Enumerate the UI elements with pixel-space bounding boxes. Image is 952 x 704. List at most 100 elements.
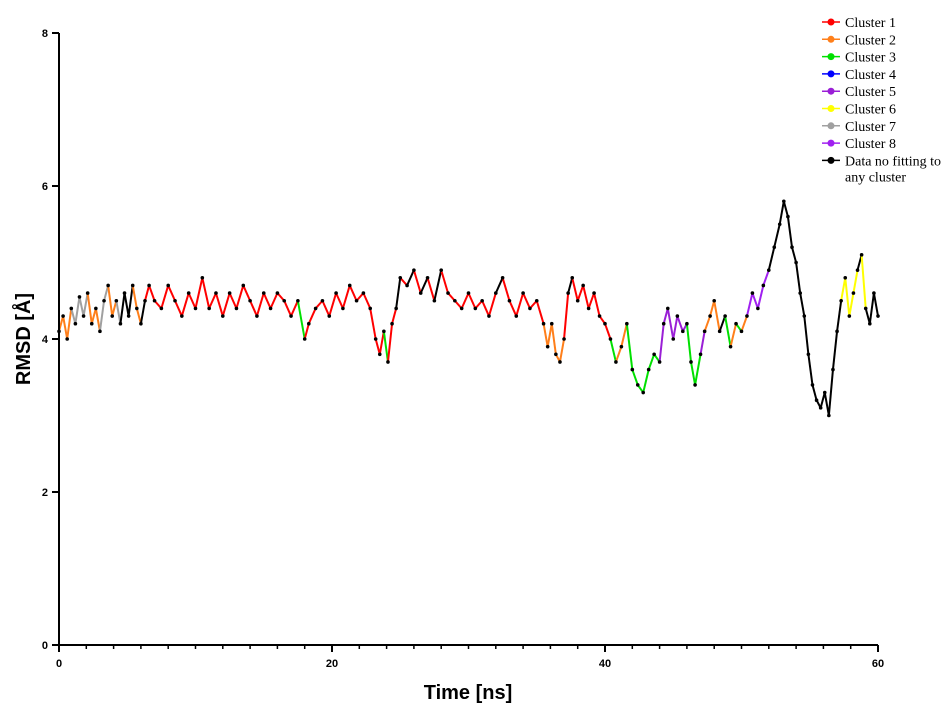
data-point bbox=[143, 298, 147, 303]
data-point bbox=[261, 291, 266, 295]
data-segment bbox=[255, 292, 265, 317]
data-segment bbox=[386, 323, 394, 363]
data-segment bbox=[546, 323, 553, 347]
data-segment bbox=[535, 300, 545, 324]
data-segment bbox=[78, 296, 85, 317]
data-segment bbox=[481, 300, 490, 317]
data-segment bbox=[335, 292, 344, 309]
data-point bbox=[73, 321, 78, 326]
data-segment bbox=[406, 269, 415, 286]
data-point bbox=[790, 245, 794, 249]
data-segment bbox=[778, 201, 785, 225]
data-segment bbox=[740, 315, 748, 332]
data-segment bbox=[494, 277, 504, 294]
data-segment bbox=[62, 315, 69, 340]
data-segment bbox=[666, 308, 675, 340]
data-point bbox=[186, 291, 191, 295]
data-segment bbox=[103, 285, 110, 302]
data-point bbox=[341, 306, 345, 311]
data-segment bbox=[139, 300, 146, 324]
data-point bbox=[708, 314, 712, 318]
data-point bbox=[549, 321, 554, 326]
data-segment bbox=[522, 292, 531, 309]
data-segment bbox=[187, 292, 197, 309]
data-point bbox=[698, 352, 703, 357]
legend-item: Cluster 5 bbox=[822, 85, 896, 100]
data-segment bbox=[852, 269, 859, 294]
legend-marker bbox=[827, 139, 835, 147]
data-segment bbox=[811, 384, 818, 401]
data-segment bbox=[467, 292, 477, 309]
data-segment bbox=[508, 300, 518, 317]
data-point bbox=[863, 306, 868, 311]
data-point bbox=[689, 360, 693, 364]
plot-area bbox=[57, 199, 880, 418]
data-segment bbox=[729, 323, 738, 347]
legend-label: Cluster 8 bbox=[845, 137, 896, 152]
data-point bbox=[126, 314, 131, 318]
data-segment bbox=[180, 292, 190, 317]
legend-item: Cluster 7 bbox=[822, 120, 896, 135]
data-point bbox=[81, 314, 86, 318]
data-segment bbox=[844, 277, 851, 317]
data-point bbox=[282, 298, 287, 303]
data-segment bbox=[307, 307, 317, 325]
data-segment bbox=[201, 277, 211, 309]
data-point bbox=[728, 344, 733, 349]
data-segment bbox=[782, 201, 789, 217]
y-tick-label: 4 bbox=[42, 334, 49, 346]
data-segment bbox=[872, 292, 879, 317]
legend-item: Cluster 1 bbox=[822, 16, 896, 31]
data-point bbox=[750, 291, 755, 295]
data-point bbox=[487, 314, 491, 318]
data-point bbox=[180, 314, 184, 318]
data-point bbox=[439, 268, 444, 272]
data-point bbox=[859, 253, 864, 257]
data-segment bbox=[321, 300, 331, 317]
data-segment bbox=[676, 315, 684, 332]
data-point bbox=[534, 298, 539, 303]
x-tick-label: 60 bbox=[872, 658, 884, 670]
legend-item: Cluster 4 bbox=[822, 68, 896, 83]
data-segment bbox=[724, 315, 732, 347]
data-segment bbox=[382, 331, 389, 363]
legend-label: Cluster 7 bbox=[845, 120, 896, 135]
data-segment bbox=[694, 354, 702, 386]
data-point bbox=[122, 291, 127, 295]
data-point bbox=[227, 291, 232, 295]
legend-item: Cluster 2 bbox=[822, 33, 896, 48]
data-segment bbox=[419, 277, 429, 294]
legend-label: Cluster 5 bbox=[845, 85, 896, 100]
data-point bbox=[89, 321, 94, 326]
data-segment bbox=[98, 300, 106, 332]
data-segment bbox=[571, 277, 579, 301]
x-tick-label: 0 bbox=[56, 658, 62, 670]
data-point bbox=[386, 360, 390, 364]
data-point bbox=[756, 306, 760, 311]
data-point bbox=[646, 367, 651, 372]
legend-label: Cluster 4 bbox=[845, 68, 896, 83]
data-segment bbox=[860, 254, 867, 309]
data-point bbox=[327, 314, 332, 318]
data-point bbox=[147, 283, 151, 288]
data-point bbox=[306, 321, 311, 326]
x-tick-label: 40 bbox=[599, 658, 611, 670]
data-point bbox=[839, 298, 843, 303]
data-point bbox=[675, 314, 680, 318]
data-point bbox=[717, 329, 722, 334]
data-segment bbox=[242, 285, 252, 302]
data-segment bbox=[827, 369, 834, 416]
y-tick-label: 2 bbox=[42, 487, 48, 499]
legend-label: Cluster 1 bbox=[845, 16, 896, 31]
data-segment bbox=[795, 262, 802, 294]
data-segment bbox=[831, 331, 839, 370]
data-point bbox=[635, 383, 640, 387]
data-point bbox=[693, 383, 697, 387]
data-segment bbox=[412, 269, 422, 294]
data-point bbox=[562, 337, 566, 341]
data-segment bbox=[174, 300, 183, 317]
legend-item: Cluster 8 bbox=[822, 137, 896, 152]
x-axis-title: Time [ns] bbox=[424, 682, 513, 704]
legend-marker bbox=[827, 53, 835, 61]
data-point bbox=[581, 283, 585, 288]
